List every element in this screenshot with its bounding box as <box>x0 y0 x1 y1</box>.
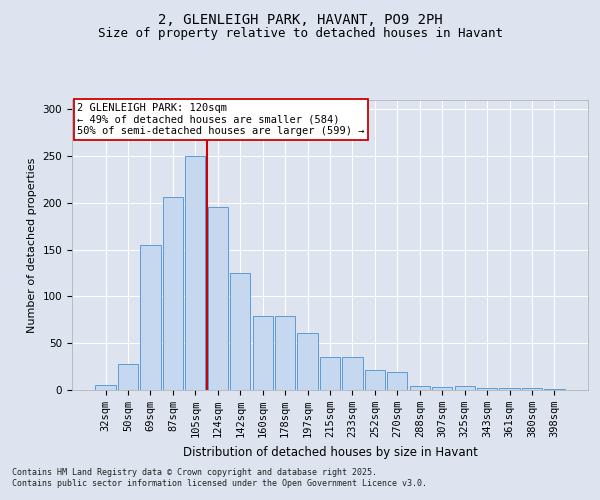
Bar <box>522 388 542 390</box>
Text: Contains HM Land Registry data © Crown copyright and database right 2025.
Contai: Contains HM Land Registry data © Crown c… <box>12 468 427 487</box>
Y-axis label: Number of detached properties: Number of detached properties <box>27 158 37 332</box>
Bar <box>208 206 228 390</box>
Text: Size of property relative to detached houses in Havant: Size of property relative to detached ho… <box>97 28 503 40</box>
Bar <box>298 333 317 390</box>
Bar <box>118 364 138 390</box>
Bar <box>477 388 497 390</box>
Bar <box>253 316 273 390</box>
Bar <box>163 198 183 390</box>
Bar <box>320 358 340 390</box>
Bar <box>387 372 407 390</box>
Bar <box>455 386 475 390</box>
Bar <box>432 387 452 390</box>
Bar <box>185 156 205 390</box>
Text: 2, GLENLEIGH PARK, HAVANT, PO9 2PH: 2, GLENLEIGH PARK, HAVANT, PO9 2PH <box>158 12 442 26</box>
Bar <box>230 273 250 390</box>
Bar <box>140 245 161 390</box>
Bar <box>365 370 385 390</box>
Bar <box>343 358 362 390</box>
Bar <box>410 386 430 390</box>
Bar <box>275 316 295 390</box>
Bar <box>544 389 565 390</box>
Text: 2 GLENLEIGH PARK: 120sqm
← 49% of detached houses are smaller (584)
50% of semi-: 2 GLENLEIGH PARK: 120sqm ← 49% of detach… <box>77 103 365 136</box>
Bar <box>499 388 520 390</box>
X-axis label: Distribution of detached houses by size in Havant: Distribution of detached houses by size … <box>182 446 478 458</box>
Bar <box>95 386 116 390</box>
